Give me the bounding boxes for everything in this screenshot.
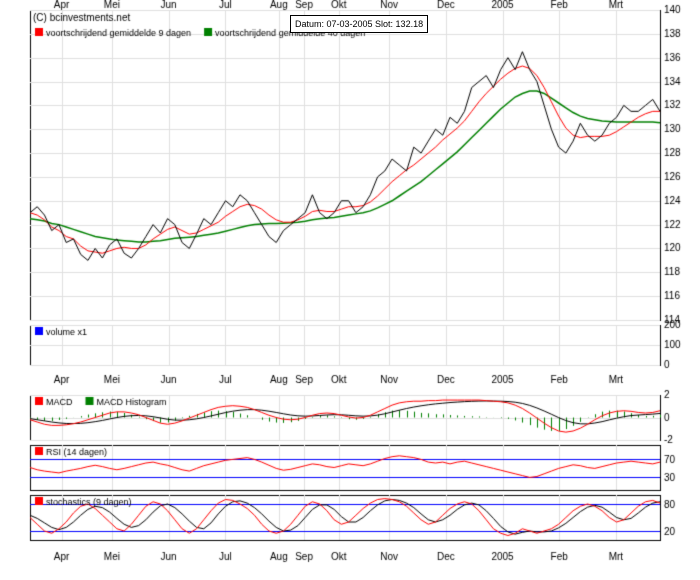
date-slot-text: Datum: 07-03-2005 Slot: 132.18 xyxy=(295,19,423,29)
financial-chart-container: { "layout": { "width": 700, "height": 58… xyxy=(0,0,700,580)
chart-canvas xyxy=(0,0,700,580)
date-slot-box: Datum: 07-03-2005 Slot: 132.18 xyxy=(290,15,428,33)
